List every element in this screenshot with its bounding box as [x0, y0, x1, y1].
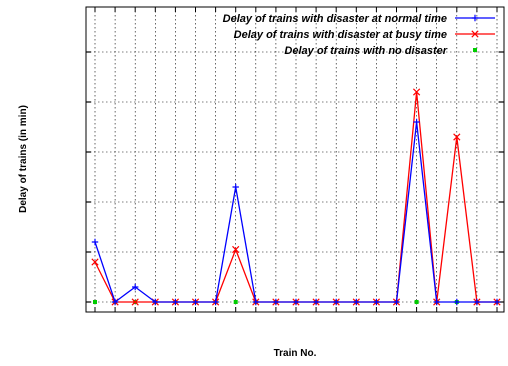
data-point [91, 258, 99, 266]
y-axis-title: Delay of trains (in min) [18, 105, 29, 213]
legend-marker [471, 30, 479, 38]
legend-label: Delay of trains with disaster at busy ti… [234, 29, 447, 41]
data-point [312, 298, 320, 306]
data-point [111, 298, 119, 306]
data-point [333, 298, 340, 306]
data-point [412, 88, 421, 96]
data-point [353, 298, 360, 306]
data-point [433, 298, 440, 306]
data-point [91, 238, 99, 246]
data-point [192, 298, 199, 306]
data-point [232, 183, 239, 191]
data-point [252, 298, 259, 306]
legend-marker [473, 48, 477, 52]
legend-label: Delay of trains with no disaster [284, 45, 447, 57]
plot-frame [85, 6, 505, 313]
data-point [152, 298, 159, 306]
data-point [232, 245, 240, 254]
data-point [413, 118, 420, 126]
data-point [272, 298, 280, 306]
data-point [453, 133, 461, 141]
series-1 [91, 118, 501, 306]
data-point [473, 298, 481, 306]
data-point [493, 298, 501, 306]
series-group [91, 88, 501, 306]
data-point [131, 298, 139, 306]
data-point [414, 300, 419, 304]
data-point [212, 298, 219, 306]
data-point [233, 300, 238, 304]
legend: Delay of trains with disaster at normal … [223, 13, 495, 57]
data-point [132, 283, 139, 291]
axis-ticks [86, 7, 504, 312]
data-point [453, 298, 460, 306]
data-point [393, 298, 400, 306]
data-point [172, 298, 179, 306]
data-point [93, 300, 97, 304]
legend-marker [471, 14, 479, 22]
data-point [292, 298, 300, 306]
data-point [373, 298, 380, 306]
legend-label: Delay of trains with disaster at normal … [223, 13, 447, 25]
x-axis-title: Train No. [274, 348, 317, 359]
